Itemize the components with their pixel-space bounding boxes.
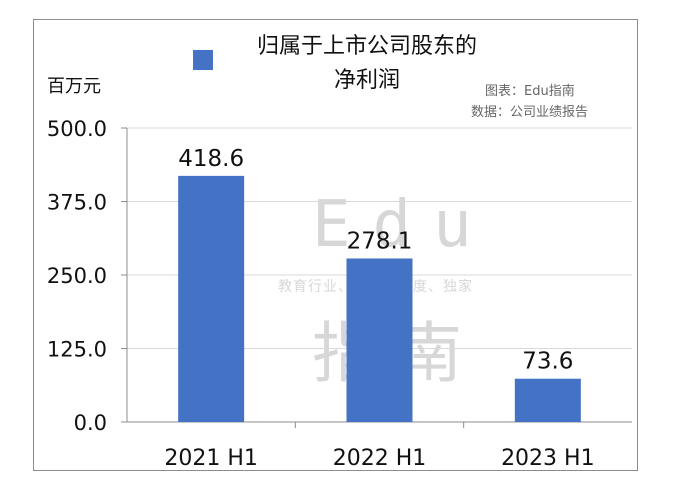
bar [514, 378, 581, 422]
source-chart: 图表：Edu指南 [485, 84, 575, 99]
data-label: 278.1 [347, 228, 413, 254]
y-tick-label: 125.0 [47, 338, 107, 362]
y-tick-label: 250.0 [47, 264, 107, 288]
legend-swatch [193, 50, 213, 70]
legend-label: 归属于上市公司股东的 净利润 [222, 30, 512, 98]
x-category-label: 2023 H1 [501, 446, 595, 471]
y-tick-label: 0.0 [74, 411, 107, 435]
data-label: 73.6 [522, 349, 573, 375]
bar [178, 175, 245, 422]
y-tick-label: 500.0 [47, 117, 107, 141]
source-data: 数据：公司业绩报告 [471, 105, 589, 120]
legend-line-1: 归属于上市公司股东的 [256, 34, 477, 59]
legend-line-2: 净利润 [333, 68, 400, 93]
y-tick-label: 375.0 [47, 191, 107, 215]
bar [346, 258, 413, 422]
x-category-label: 2021 H1 [164, 446, 258, 471]
x-category-label: 2022 H1 [333, 446, 427, 471]
data-label: 418.6 [178, 146, 244, 172]
y-axis-unit: 百万元 [47, 76, 101, 97]
